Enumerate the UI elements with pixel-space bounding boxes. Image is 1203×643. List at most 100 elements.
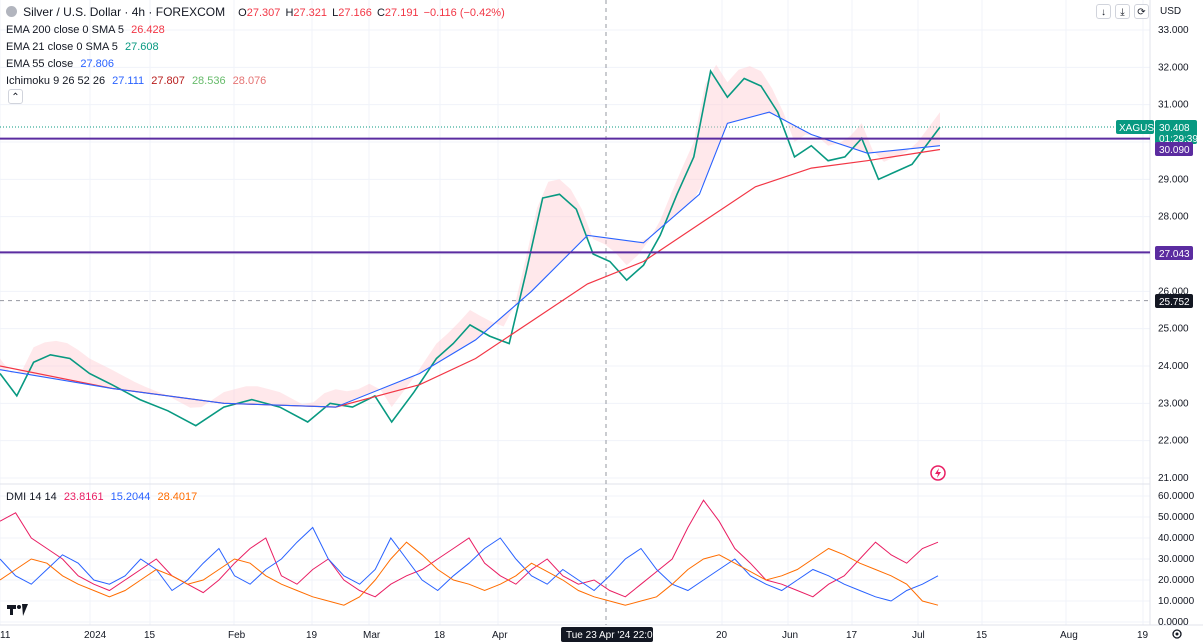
upper-line-value: 30.090 [1159, 145, 1190, 156]
arrow-down-icon: ⤓ [1120, 7, 1125, 18]
indicator-ema21[interactable]: EMA 21 close 0 SMA 5 27.608 [6, 40, 163, 54]
chart-header: Silver / U.S. Dollar · 4h · FOREXCOM O27… [6, 5, 509, 20]
restore-icon: ⟳ [1137, 7, 1146, 18]
lower-line-value: 27.043 [1159, 249, 1190, 260]
ohlc-low: L27.166 [332, 7, 372, 19]
price-tick-label: 25.000 [1158, 324, 1189, 335]
time-tick-label: 2024 [84, 630, 107, 641]
price-tick-label: 21.000 [1158, 473, 1189, 484]
time-tick-label: 19 [1137, 630, 1149, 641]
price-tick-label: 28.000 [1158, 212, 1189, 223]
dmi-tick-label: 60.0000 [1158, 491, 1195, 502]
dmi-grid [0, 495, 1150, 623]
dmi-line-plus [0, 499, 939, 598]
indicator-value: 26.428 [131, 24, 165, 36]
symbol-price-tag: XAGUSD 30.408 01:29:39 [1116, 120, 1198, 145]
symbol-tag: XAGUSD [1119, 123, 1161, 134]
crosshair-date-value: Tue 23 Apr '24 22:00 [566, 630, 659, 641]
indicator-value: 27.806 [80, 58, 114, 70]
price-tick-label: 24.000 [1158, 361, 1189, 372]
cloud-band [0, 64, 940, 408]
indicator-label: DMI 14 14 [6, 491, 57, 503]
time-tick-label: Mar [363, 630, 381, 641]
ichimoku-cloud [0, 64, 940, 408]
dmi-plus-value: 23.8161 [63, 491, 104, 503]
dmi-adx-value: 28.4017 [157, 491, 198, 503]
last-price-tag: 30.408 [1159, 123, 1190, 134]
expand-icon: ⤢ [1138, 7, 1146, 18]
ohlc-high: H27.321 [285, 7, 328, 19]
indicator-ema200[interactable]: EMA 200 close 0 SMA 5 26.428 [6, 23, 169, 37]
dmi-tick-label: 30.0000 [1158, 554, 1195, 565]
indicator-dmi[interactable]: DMI 14 14 23.8161 15.2044 28.4017 [6, 490, 201, 504]
tradingview-logo[interactable] [7, 604, 28, 616]
ichimoku-span-b: 28.076 [232, 75, 267, 87]
time-axis[interactable]: 11 2024 15 Feb 19 Mar 18 Apr 20 Jun 17 Jul 15 Aug 19 [0, 630, 1149, 641]
price-tick-label: 23.000 [1158, 398, 1189, 409]
symbol-title[interactable]: Silver / U.S. Dollar · 4h · FOREXCOM [23, 5, 226, 19]
time-tick-label: 18 [434, 630, 446, 641]
dmi-tick-label: 0.0000 [1158, 617, 1189, 628]
indicator-value: 27.608 [124, 41, 159, 53]
price-tick-label: 33.000 [1158, 25, 1189, 36]
price-tick-label: 22.000 [1158, 436, 1189, 447]
dmi-minus-value: 15.2044 [110, 491, 151, 503]
time-tick-label: 20 [716, 630, 728, 641]
price-tick-label: 29.000 [1158, 174, 1189, 185]
dmi-tick-label: 10.0000 [1158, 596, 1195, 607]
indicator-ema55[interactable]: EMA 55 close 27.806 [6, 57, 118, 71]
upper-line-tag: 30.090 [1155, 142, 1193, 156]
series-line-ema200 [0, 148, 941, 408]
symbol-icon [6, 6, 17, 17]
ohlc-close: C27.191 [376, 7, 419, 19]
time-tick-label: 15 [144, 630, 156, 641]
crosshair-price-value: 25.752 [1159, 297, 1190, 308]
series-line-ema55 [0, 111, 941, 408]
dmi-series [0, 499, 939, 606]
price-grid [0, 0, 1150, 625]
indicator-label: Ichimoku 9 26 52 26 [6, 75, 106, 87]
dmi-axis[interactable]: 60.0000 50.0000 40.0000 30.0000 20.0000 10.00… [1158, 491, 1195, 628]
time-tick-label: Jul [912, 630, 925, 641]
time-tick-label: 15 [976, 630, 988, 641]
series-line-price [0, 68, 941, 427]
ohlc-open: O27.307 [238, 7, 281, 19]
time-tick-label: Apr [492, 630, 508, 641]
time-tick-label: Jun [782, 630, 798, 641]
indicator-ichimoku[interactable]: Ichimoku 9 26 52 26 27.111 27.807 28.536… [6, 74, 270, 88]
flash-icon[interactable] [930, 465, 946, 481]
lower-line-tag: 27.043 [1155, 246, 1193, 260]
move-down-button[interactable]: ↓ [1096, 4, 1111, 19]
dmi-line-adx [0, 541, 939, 606]
crosshair-date-tag: Tue 23 Apr '24 22:00 [561, 627, 659, 642]
ichimoku-conversion: 27.111 [112, 75, 145, 87]
move-bottom-button[interactable]: ⤓ [1115, 4, 1130, 19]
price-series [0, 68, 941, 427]
time-tick-label: Feb [228, 630, 246, 641]
price-tick-label: 26.000 [1158, 286, 1189, 297]
restore-button[interactable]: ⟳ [1134, 4, 1149, 19]
arrow-down-icon: ↓ [1101, 7, 1106, 18]
price-tick-label: 32.000 [1158, 62, 1189, 73]
indicator-label: EMA 200 close 0 SMA 5 [6, 24, 125, 36]
ichimoku-span-a: 28.536 [191, 75, 226, 87]
indicator-label: EMA 55 close [6, 58, 74, 70]
dmi-tick-label: 20.0000 [1158, 575, 1195, 586]
currency-label[interactable]: USD [1160, 6, 1182, 17]
settings-icon[interactable] [1172, 629, 1182, 639]
ichimoku-base: 27.807 [151, 75, 185, 87]
countdown-tag: 01:29:39 [1159, 134, 1198, 145]
dmi-tick-label: 50.0000 [1158, 512, 1195, 523]
collapse-indicators-button[interactable]: ⌃ [8, 89, 23, 104]
chevron-up-icon: ⌃ [11, 92, 20, 103]
time-tick-label: 19 [306, 630, 318, 641]
price-tick-label: 31.000 [1158, 100, 1189, 111]
indicator-label: EMA 21 close 0 SMA 5 [6, 41, 118, 53]
crosshair-price-tag: 25.752 [1155, 294, 1193, 308]
dmi-tick-label: 40.0000 [1158, 533, 1195, 544]
time-tick-label: 11 [0, 630, 11, 641]
time-tick-label: Aug [1060, 630, 1078, 641]
ohlc-change: −0.116 (−0.42%) [423, 7, 505, 19]
time-tick-label: 17 [846, 630, 858, 641]
